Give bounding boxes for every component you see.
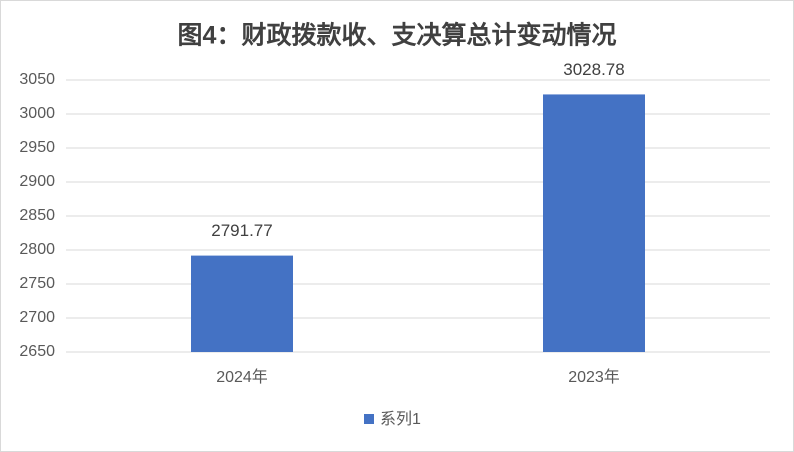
bar	[543, 94, 645, 353]
y-tick-label: 2900	[19, 173, 55, 190]
y-tick-label: 2850	[19, 207, 55, 224]
bar	[191, 255, 293, 352]
y-tick-label: 3000	[19, 105, 55, 122]
legend-label: 系列1	[380, 410, 421, 428]
value-label: 2791.77	[211, 221, 272, 240]
y-tick-label: 2800	[19, 241, 55, 258]
value-label: 3028.78	[563, 60, 624, 79]
y-tick-label: 2700	[19, 309, 55, 326]
x-tick-label: 2024年	[216, 368, 268, 386]
y-tick-label: 2650	[19, 343, 55, 360]
y-tick-label: 2950	[19, 139, 55, 156]
y-tick-label: 3050	[19, 71, 55, 88]
y-tick-label: 2750	[19, 275, 55, 292]
x-tick-label: 2023年	[568, 368, 620, 386]
legend-swatch	[364, 414, 374, 424]
chart-title: 图4：财政拨款收、支决算总计变动情况	[178, 21, 617, 50]
